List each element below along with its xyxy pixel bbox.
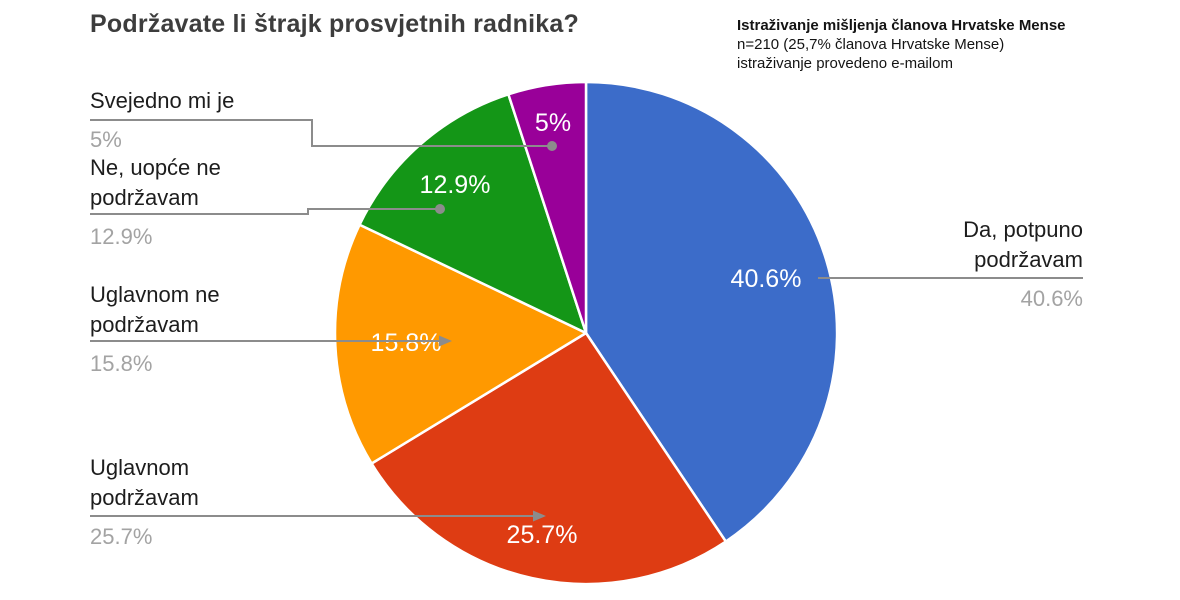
callout-uglavnom-ne-podrzavam: Uglavnom ne podržavam 15.8% (90, 280, 220, 379)
pie-slice-4 (507, 80, 588, 335)
callout-percent: 25.7% (90, 524, 153, 549)
callout-percent: 40.6% (1020, 286, 1083, 311)
survey-note: Istraživanje mišljenja članova Hrvatske … (737, 16, 1066, 73)
callout-percent: 12.9% (90, 224, 153, 249)
pie-slice-value-label: 25.7% (507, 521, 578, 549)
leader-arrow (439, 335, 452, 347)
pie-slice-value-label: 15.8% (371, 329, 442, 357)
leader-line (90, 208, 440, 215)
leader-dot (435, 204, 445, 214)
pie-slice-value-label: 5% (535, 109, 571, 137)
callout-percent: 5% (90, 127, 122, 152)
callout-percent: 15.8% (90, 351, 153, 376)
pie-slice-0 (584, 80, 839, 543)
survey-note-sample: n=210 (25,7% članova Hrvatske Mense) (737, 36, 1005, 53)
survey-note-method: istraživanje provedeno e-mailom (737, 55, 953, 72)
callout-da-potpuno-podrzavam: Da, potpuno podržavam 40.6% (963, 215, 1083, 314)
callout-label: Svejedno mi je (90, 88, 235, 113)
callout-label: Da, potpuno podržavam (963, 217, 1083, 272)
pie-slice-1 (370, 331, 728, 586)
callout-label: Uglavnom podržavam (90, 455, 199, 510)
leader-line (90, 119, 552, 147)
survey-note-source: Istraživanje mišljenja članova Hrvatske … (737, 17, 1066, 34)
callout-label: Uglavnom ne podržavam (90, 282, 220, 337)
callout-ne-uopce-ne-podrzavam: Ne, uopće ne podržavam 12.9% (90, 153, 221, 252)
callout-svejedno-mi-je: Svejedno mi je 5% (90, 86, 234, 155)
callout-label: Ne, uopće ne podržavam (90, 155, 221, 210)
leader-dot (547, 141, 557, 151)
callout-uglavnom-podrzavam: Uglavnom podržavam 25.7% (90, 453, 199, 552)
pie-slice-value-label: 12.9% (420, 171, 491, 199)
pie-slice-2 (333, 223, 588, 465)
leader-arrow (533, 510, 546, 522)
chart-title: Podržavate li štrajk prosvjetnih radnika… (90, 10, 579, 38)
pie-slice-value-label: 40.6% (731, 265, 802, 293)
